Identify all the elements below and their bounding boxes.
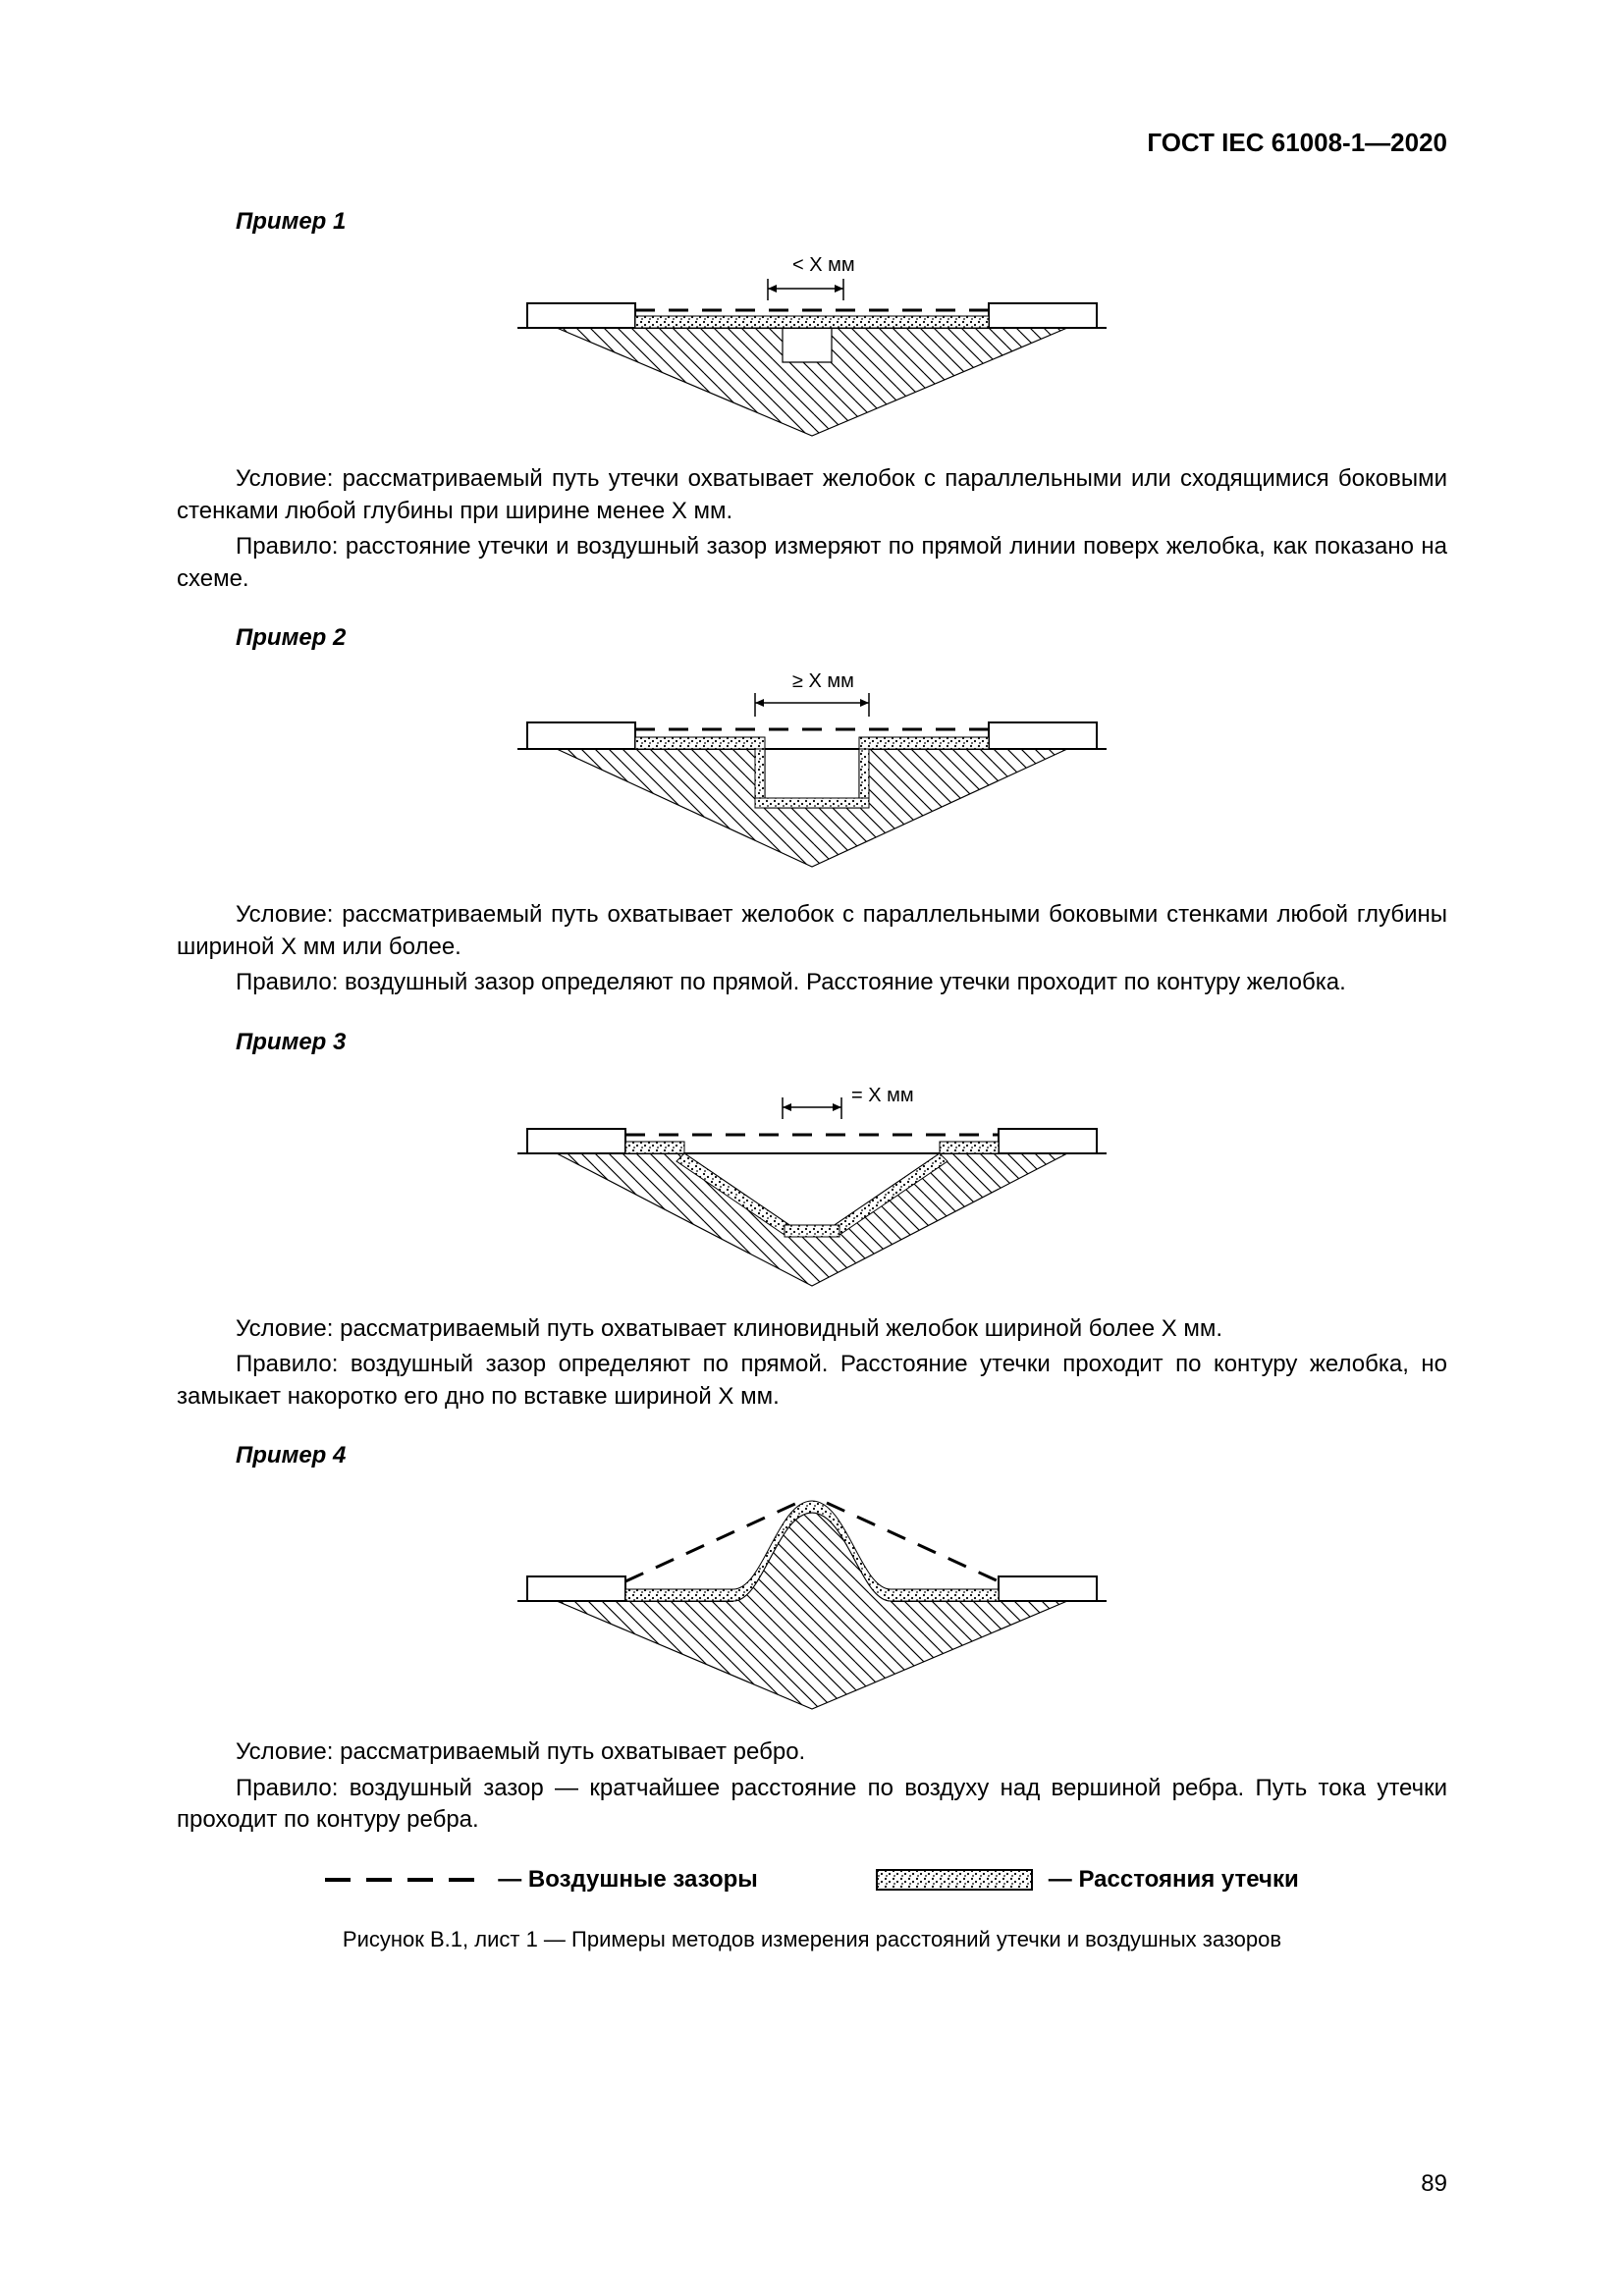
page-header: ГОСТ IEC 61008-1—2020 — [1147, 128, 1447, 158]
clearance-swatch-icon — [325, 1869, 482, 1891]
example-3-title: Пример 3 — [236, 1027, 1447, 1058]
legend-creepage-label: — Расстояния утечки — [1049, 1864, 1299, 1896]
example-2-title: Пример 2 — [236, 622, 1447, 654]
example-1-condition: Условие: рассматриваемый путь утечки охв… — [177, 463, 1447, 527]
example-2-condition: Условие: рассматриваемый путь охватывает… — [177, 899, 1447, 963]
dim-label-3: = X мм — [851, 1085, 914, 1106]
creepage-swatch-icon — [876, 1869, 1033, 1891]
example-4-rule: Правило: воздушный зазор — кратчайшее ра… — [177, 1773, 1447, 1837]
example-1-diagram: < X мм — [177, 249, 1447, 446]
legend-clearance-label: — Воздушные зазоры — [498, 1864, 758, 1896]
example-4-diagram — [177, 1483, 1447, 1719]
legend-creepage: — Расстояния утечки — [876, 1864, 1299, 1896]
example-1-title: Пример 1 — [236, 206, 1447, 238]
figure-caption: Рисунок B.1, лист 1 — Примеры методов из… — [177, 1925, 1447, 1954]
example-3-diagram: = X мм — [177, 1070, 1447, 1296]
example-3-rule: Правило: воздушный зазор определяют по п… — [177, 1349, 1447, 1413]
example-4-title: Пример 4 — [236, 1440, 1447, 1471]
page: ГОСТ IEC 61008-1—2020 Пример 1 < X мм — [0, 0, 1624, 2296]
legend-clearance: — Воздушные зазоры — [325, 1864, 758, 1896]
example-2-rule: Правило: воздушный зазор определяют по п… — [177, 967, 1447, 998]
legend: — Воздушные зазоры — Расстояния утечки — [177, 1864, 1447, 1896]
example-4-condition: Условие: рассматриваемый путь охватывает… — [177, 1736, 1447, 1768]
page-number: 89 — [1421, 2170, 1447, 2198]
example-1-rule: Правило: расстояние утечки и воздушный з… — [177, 531, 1447, 595]
example-3-condition: Условие: рассматриваемый путь охватывает… — [177, 1313, 1447, 1345]
content: Пример 1 < X мм — [177, 206, 1447, 1954]
dim-label-2: ≥ X мм — [792, 670, 854, 692]
dim-label-1: < X мм — [792, 254, 855, 276]
example-2-diagram: ≥ X мм — [177, 666, 1447, 881]
